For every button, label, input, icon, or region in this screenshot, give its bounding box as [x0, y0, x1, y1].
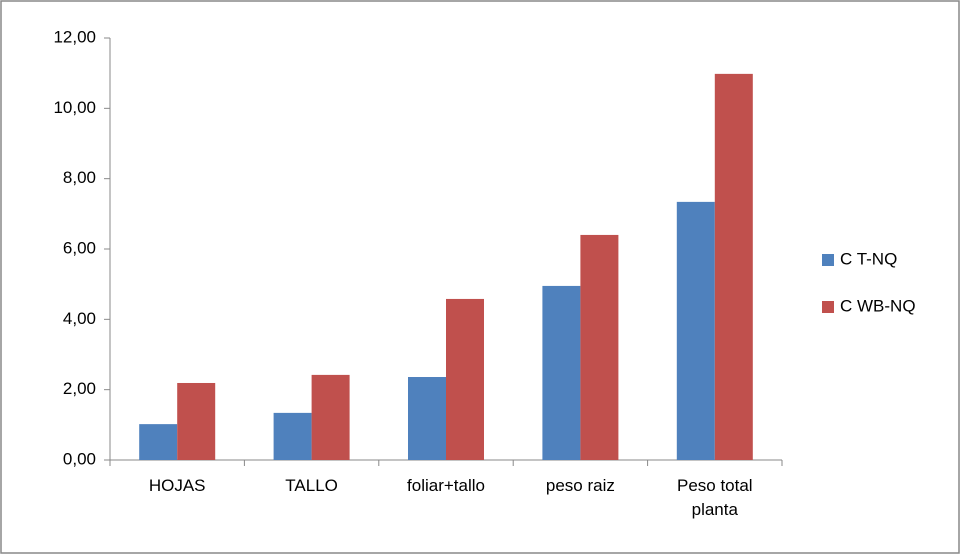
legend-swatch [822, 301, 834, 313]
bar [446, 298, 484, 460]
y-tick-label: 10,00 [53, 98, 96, 117]
bar [676, 201, 715, 461]
bar [542, 285, 581, 460]
y-tick-label: 12,00 [53, 27, 96, 46]
bar [408, 377, 446, 460]
x-tick-label: peso raiz [545, 476, 615, 495]
bar [177, 382, 216, 460]
x-tick-label: TALLO [285, 476, 338, 495]
bar [139, 424, 178, 460]
y-tick-label: 0,00 [63, 449, 96, 468]
x-tick-label: foliar+tallo [407, 476, 485, 495]
legend-swatch [822, 254, 834, 266]
bar [714, 73, 753, 461]
y-tick-label: 8,00 [63, 168, 96, 187]
x-tick-label: HOJAS [148, 476, 206, 495]
bar [311, 374, 350, 460]
x-tick-label: Peso total planta [676, 476, 753, 519]
legend-label: C WB-NQ [840, 296, 916, 315]
legend-label: C T-NQ [840, 249, 897, 268]
bar [273, 412, 312, 460]
y-tick-label: 6,00 [63, 238, 96, 257]
bar [580, 234, 619, 460]
y-tick-label: 2,00 [63, 379, 96, 398]
y-tick-label: 4,00 [63, 309, 96, 328]
